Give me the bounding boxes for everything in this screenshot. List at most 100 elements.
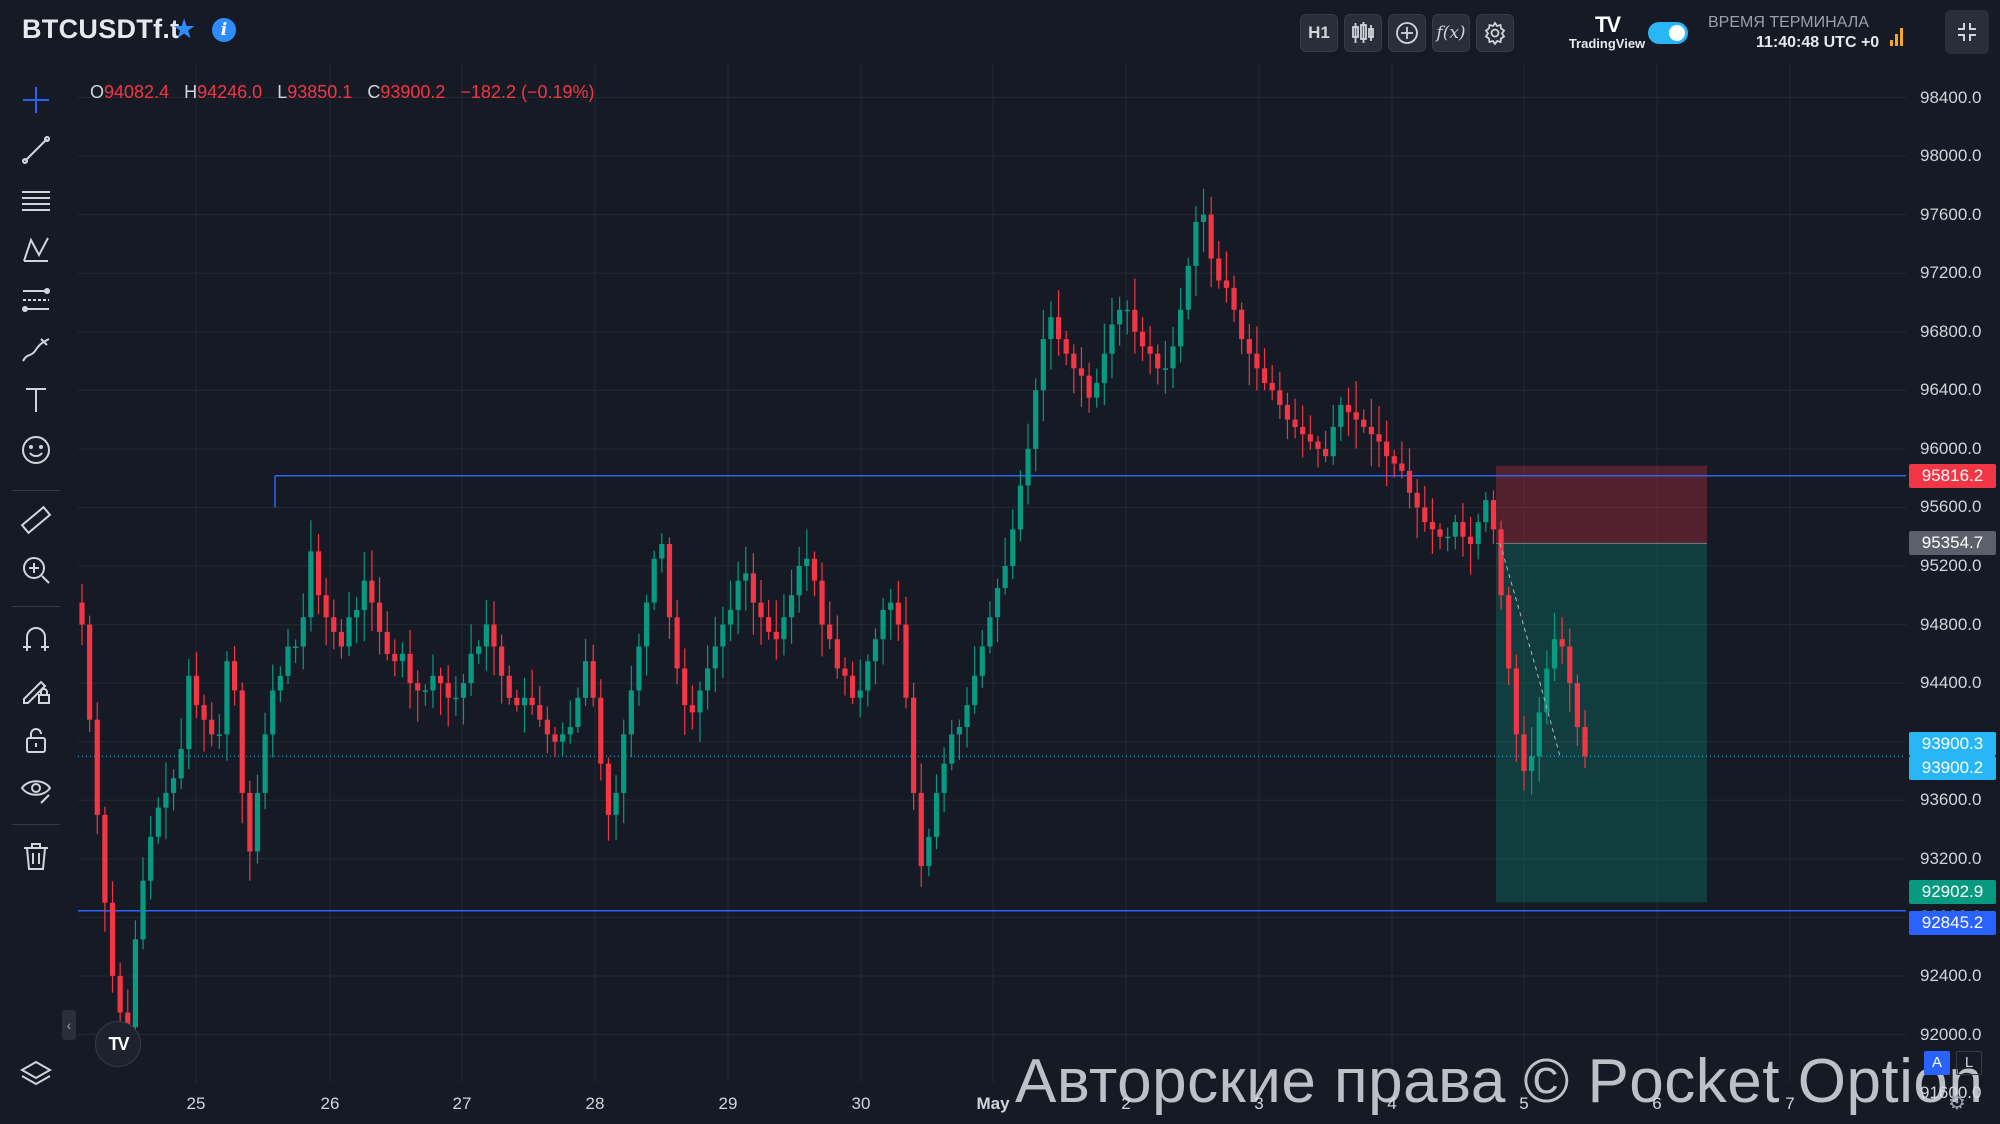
price-marker-label: 93900.3 [1909, 732, 1996, 757]
fib-tool[interactable] [14, 280, 58, 320]
candle-body [766, 617, 772, 632]
candle-body [415, 683, 421, 691]
candle-body [354, 609, 360, 618]
candle-body [1506, 595, 1512, 669]
price-tick-label: 94800.0 [1920, 614, 1982, 634]
trend-line-tool[interactable] [14, 130, 58, 170]
collapse-fullscreen-button[interactable] [1945, 10, 1989, 54]
price-tick-label: 92000.0 [1920, 1024, 1982, 1044]
candle-body [1010, 529, 1016, 566]
candle-body [1254, 353, 1260, 369]
candle-body [1246, 339, 1252, 354]
candle-body [1162, 368, 1168, 370]
add-indicator-button[interactable] [1388, 14, 1426, 52]
brush-tool[interactable] [14, 330, 58, 370]
magnet-icon [23, 627, 49, 651]
layers-tool[interactable] [14, 1054, 58, 1094]
candle-body [338, 631, 345, 647]
auto-scale-button[interactable]: A [1924, 1051, 1950, 1075]
unlock-tool[interactable] [14, 720, 58, 760]
ruler-tool[interactable] [14, 500, 58, 540]
candle-body [1124, 309, 1130, 312]
star-icon[interactable]: ★ [172, 14, 197, 44]
info-icon[interactable]: i [212, 18, 236, 42]
price-axis[interactable]: 98400.0 98000.0 97600.0 97200.0 96800.0 96400… [1906, 64, 2000, 1102]
indicators-button[interactable]: f(x) [1432, 14, 1470, 52]
candle-body [804, 558, 810, 566]
candle-body [102, 814, 108, 903]
candle-body [1483, 500, 1489, 523]
candle-body [491, 624, 497, 647]
candle-body [1132, 309, 1138, 332]
candle-body [994, 587, 1001, 618]
ohlc-open-label: O [90, 82, 105, 102]
candle-body [392, 653, 398, 662]
time-axis[interactable]: 25 26 27 28 29 30 May 2 3 4 5 6 7 [78, 1082, 1906, 1124]
tradingview-toggle[interactable] [1648, 22, 1688, 44]
candle-body [285, 646, 291, 676]
candle-body [666, 544, 673, 618]
candle-body [117, 975, 123, 1013]
horizontal-lines-tool[interactable] [14, 180, 58, 220]
ohlc-close-label: C [367, 82, 381, 102]
candle-body [1445, 536, 1451, 539]
emoji-icon [22, 436, 50, 464]
price-tick-label: 97200.0 [1920, 263, 1982, 283]
candle-body [1513, 668, 1519, 735]
emoji-tool[interactable] [14, 430, 58, 470]
price-tick-label: 96000.0 [1920, 438, 1982, 458]
candle-body [1025, 448, 1031, 486]
candle-body [483, 624, 489, 647]
candle-body [1071, 353, 1077, 369]
text-tool[interactable] [14, 380, 58, 420]
candle-body [1567, 646, 1573, 684]
chart-type-button[interactable] [1344, 14, 1382, 52]
candle-body [361, 580, 367, 610]
candle-body [1284, 404, 1291, 420]
candle-body [247, 792, 253, 852]
price-tick-label: 97600.0 [1920, 204, 1982, 224]
symbol-title[interactable]: BTCUSDTf.t [22, 14, 180, 44]
magnet-tool[interactable] [14, 620, 58, 660]
crosshair-tool[interactable] [14, 80, 58, 120]
candle-body [1437, 529, 1443, 537]
tradingview-badge-icon[interactable]: TV [95, 1021, 141, 1067]
sidebar-collapse-arrow[interactable]: ‹ [62, 1010, 76, 1040]
ohlc-legend: O94082.4 H94246.0 L93850.1 C93900.2 −182… [90, 82, 605, 103]
candle-body [987, 617, 993, 647]
axis-settings-icon[interactable]: ⚙ [1948, 1092, 1966, 1114]
ohlc-low: 93850.1 [287, 82, 353, 102]
candle-body [788, 595, 795, 618]
time-tick-label: 2 [1121, 1094, 1131, 1113]
price-tick-label: 93200.0 [1920, 848, 1982, 868]
delete-drawings-tool[interactable] [14, 836, 58, 876]
log-scale-button[interactable]: L [1956, 1051, 1982, 1075]
candle-body [125, 1012, 131, 1028]
candle-body [537, 705, 543, 720]
settings-button[interactable] [1476, 14, 1514, 52]
candle-body [659, 544, 665, 559]
hide-tool[interactable] [14, 770, 58, 810]
lock-drawing-tool[interactable] [14, 670, 58, 710]
candle-body [499, 646, 505, 676]
price-marker-label: 95354.7 [1909, 531, 1996, 556]
candle-body [895, 602, 901, 625]
terminal-time-label: ВРЕМЯ ТЕРМИНАЛА [1708, 14, 1869, 31]
candle-body [460, 683, 467, 698]
candle-body [1361, 419, 1367, 427]
zoom-in-tool[interactable] [14, 550, 58, 590]
price-chart[interactable] [78, 64, 1906, 1082]
candle-body [1475, 522, 1481, 545]
candle-body [323, 595, 329, 618]
candle-body [1200, 214, 1207, 222]
candle-body [308, 551, 314, 618]
candle-body [224, 661, 230, 735]
candle-body [1109, 324, 1115, 354]
pattern-icon [23, 237, 49, 262]
candle-body [956, 727, 962, 735]
pattern-tool[interactable] [14, 230, 58, 270]
timeframe-button[interactable]: H1 [1300, 14, 1338, 52]
time-tick-label: 30 [851, 1094, 871, 1113]
candle-body [186, 675, 192, 750]
candle-body [613, 792, 619, 815]
